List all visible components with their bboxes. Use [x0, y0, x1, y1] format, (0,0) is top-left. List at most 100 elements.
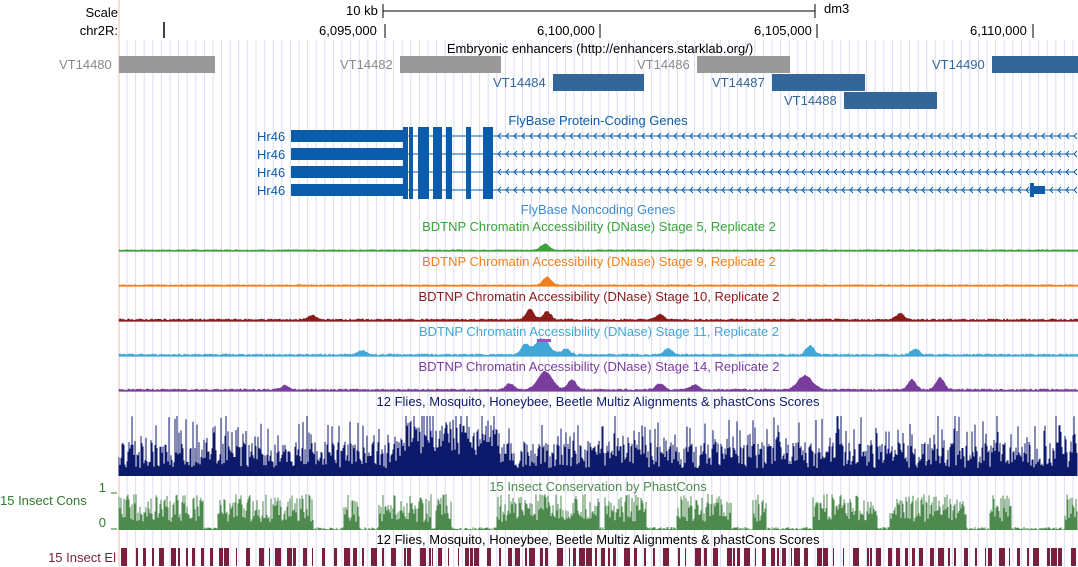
- strand-chevron: [761, 132, 766, 140]
- strand-chevron: [601, 168, 606, 176]
- enhancer-label[interactable]: VT14482: [340, 57, 393, 72]
- strand-chevron: [769, 132, 774, 140]
- strand-chevron: [785, 168, 790, 176]
- exon: [483, 145, 493, 163]
- strand-chevron: [585, 186, 590, 194]
- enhancers-track-title[interactable]: Embryonic enhancers (http://enhancers.st…: [446, 41, 754, 56]
- conserved-element: [219, 548, 223, 566]
- elements-side-label[interactable]: 15 Insect El: [48, 550, 116, 565]
- strand-chevron: [521, 168, 526, 176]
- phastcons-side-label[interactable]: 15 Insect Cons: [0, 493, 87, 508]
- strand-chevron: [1065, 168, 1070, 176]
- exon: [446, 145, 452, 163]
- strand-chevron: [905, 186, 910, 194]
- exon: [446, 127, 452, 145]
- enhancer-label[interactable]: VT14490: [932, 57, 985, 72]
- strand-chevron: [937, 168, 942, 176]
- enhancer-block[interactable]: [400, 56, 501, 73]
- strand-chevron: [665, 186, 670, 194]
- conserved-element: [152, 548, 154, 566]
- phastcons-ymax: 1: [98, 480, 106, 495]
- enhancer-label[interactable]: VT14488: [784, 93, 837, 108]
- strand-chevron: [673, 168, 678, 176]
- chrom-label: chr2R:: [79, 23, 118, 38]
- strand-chevron: [961, 132, 966, 140]
- conserved-element: [930, 548, 934, 566]
- coding-genes-track-title[interactable]: FlyBase Protein-Coding Genes: [508, 113, 688, 128]
- enhancer-block[interactable]: [119, 56, 215, 73]
- strand-chevron: [1065, 132, 1070, 140]
- phastcons-track-title[interactable]: 15 Insect Conservation by PhastCons: [489, 479, 707, 494]
- strand-chevron: [937, 186, 942, 194]
- strand-chevron: [1001, 150, 1006, 158]
- dnase-stage5-title[interactable]: BDTNP Chromatin Accessibility (DNase) St…: [422, 219, 776, 234]
- strand-chevron: [849, 150, 854, 158]
- strand-chevron: [1065, 186, 1070, 194]
- conserved-element: [896, 548, 900, 566]
- conserved-element: [985, 548, 986, 566]
- strand-chevron: [849, 132, 854, 140]
- transcript-label[interactable]: Hr46: [257, 129, 286, 144]
- strand-chevron: [833, 168, 838, 176]
- enhancer-block[interactable]: [772, 74, 865, 91]
- conserved-element: [595, 548, 597, 566]
- strand-chevron: [993, 186, 998, 194]
- strand-chevron: [521, 150, 526, 158]
- dnase-clipped-peak: [537, 339, 551, 342]
- strand-chevron: [921, 168, 926, 176]
- strand-chevron: [945, 168, 950, 176]
- strand-chevron: [649, 150, 654, 158]
- dnase-stage10-title[interactable]: BDTNP Chromatin Accessibility (DNase) St…: [418, 289, 780, 304]
- strand-chevron: [553, 132, 558, 140]
- strand-chevron: [609, 186, 614, 194]
- conserved-element: [573, 548, 576, 566]
- strand-chevron: [1001, 132, 1006, 140]
- strand-chevron: [785, 132, 790, 140]
- strand-chevron: [657, 132, 662, 140]
- enhancer-block[interactable]: [992, 56, 1078, 73]
- strand-chevron: [761, 186, 766, 194]
- dnase-stage9-title[interactable]: BDTNP Chromatin Accessibility (DNase) St…: [422, 254, 776, 269]
- enhancer-label[interactable]: VT14484: [493, 75, 546, 90]
- transcript-label[interactable]: Hr46: [257, 147, 286, 162]
- enhancer-block[interactable]: [697, 56, 790, 73]
- strand-chevron: [505, 150, 510, 158]
- conserved-element: [246, 548, 250, 566]
- conserved-element: [791, 548, 792, 566]
- strand-chevron: [1057, 186, 1062, 194]
- strand-chevron: [873, 168, 878, 176]
- enhancer-block[interactable]: [844, 92, 937, 109]
- strand-chevron: [977, 186, 982, 194]
- conserved-element: [404, 548, 406, 566]
- strand-chevron: [785, 186, 790, 194]
- conserved-element: [817, 548, 822, 566]
- transcript-label[interactable]: Hr46: [257, 183, 286, 198]
- noncoding-genes-track-title[interactable]: FlyBase Noncoding Genes: [520, 202, 676, 217]
- strand-chevron: [617, 132, 622, 140]
- enhancer-block[interactable]: [553, 74, 644, 91]
- elements-track-title[interactable]: 12 Flies, Mosquito, Honeybee, Beetle Mul…: [376, 532, 820, 547]
- dnase-stage11-title[interactable]: BDTNP Chromatin Accessibility (DNase) St…: [418, 324, 780, 339]
- strand-chevron: [929, 150, 934, 158]
- strand-chevron: [649, 186, 654, 194]
- strand-chevron: [593, 186, 598, 194]
- enhancer-label[interactable]: VT14480: [59, 57, 112, 72]
- strand-chevron: [905, 132, 910, 140]
- enhancer-label[interactable]: VT14487: [712, 75, 765, 90]
- transcript-label[interactable]: Hr46: [257, 165, 286, 180]
- dnase-signal: [118, 243, 1078, 252]
- multiz-track-title[interactable]: 12 Flies, Mosquito, Honeybee, Beetle Mul…: [376, 394, 820, 409]
- enhancer-label[interactable]: VT14486: [637, 57, 690, 72]
- strand-chevron: [553, 150, 558, 158]
- strand-chevron: [681, 168, 686, 176]
- strand-chevron: [577, 186, 582, 194]
- strand-chevron: [665, 150, 670, 158]
- strand-chevron: [545, 186, 550, 194]
- conserved-element: [1071, 548, 1076, 566]
- strand-chevron: [729, 186, 734, 194]
- conserved-element: [988, 548, 992, 566]
- strand-chevron: [913, 132, 918, 140]
- conserved-element: [499, 548, 501, 566]
- dnase-stage14-title[interactable]: BDTNP Chromatin Accessibility (DNase) St…: [418, 359, 780, 374]
